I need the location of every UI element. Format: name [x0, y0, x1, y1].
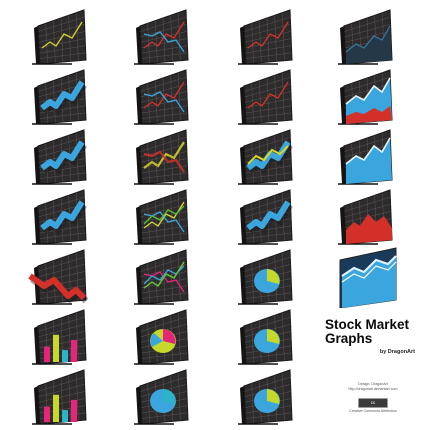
chart-mark: [254, 389, 280, 413]
line-chart-blue-red-icon: [130, 6, 200, 68]
blue-ribbon-chart-icon-2-graphic: [32, 189, 87, 245]
multi-ribbon-chart-icon-graphic: [238, 129, 293, 185]
line-chart-yellow-icon: [28, 6, 98, 68]
chart-mark: [254, 329, 280, 353]
chart-mark: [247, 81, 289, 109]
chart-mark: [143, 21, 185, 53]
multi-line-chart-icon-graphic: [134, 189, 189, 245]
title-block: Stock Market Graphs by DragonArt: [325, 317, 429, 356]
blue-ribbon-chart-icon-graphic: [32, 129, 87, 185]
byline: by DragonArt: [379, 349, 415, 355]
chart-mark: [40, 140, 87, 174]
credit-line-1: Design: DragonArt: [358, 382, 388, 386]
glowing-lines-chart-icon-graphic: [134, 129, 189, 185]
chart-board: [238, 9, 293, 65]
blue-red-area-chart-icon: [334, 66, 404, 128]
blue-area-chart-icon: [334, 126, 404, 188]
chart-board: [238, 69, 293, 125]
chart-mark: [41, 21, 83, 49]
chart-mark: [143, 261, 185, 293]
multi-line-chart-icon-2-graphic: [134, 249, 189, 305]
pie-chart-multicolor-icon-graphic: [134, 309, 189, 365]
multi-ribbon-chart-icon: [234, 126, 304, 188]
bar-chart-icon-2-graphic: [32, 369, 87, 425]
line-chart-red-icon: [234, 6, 304, 68]
chart-mark: [44, 334, 77, 362]
chart-mark: [345, 77, 392, 124]
chart-mark: [246, 140, 293, 174]
pie-chart-blue-icon: [130, 366, 200, 428]
dark-area-chart-icon: [334, 6, 404, 68]
blue-ribbon-chart-icon: [28, 126, 98, 188]
title-line-2: Graphs: [325, 331, 373, 346]
chart-mark: [28, 273, 89, 304]
chart-mark: [44, 394, 77, 422]
chart-mark: [247, 21, 289, 49]
chart-mark: [150, 329, 176, 353]
chart-board: [32, 9, 87, 65]
bar-chart-icon: [28, 306, 98, 368]
blue-ribbon-chart-icon-3-graphic: [238, 189, 293, 245]
pie-chart-icon-3-graphic: [238, 369, 293, 425]
chart-mark: [143, 81, 185, 113]
chart-mark: [246, 200, 293, 234]
chart-board: [134, 189, 189, 245]
pie-chart-icon-3: [234, 366, 304, 428]
multi-line-chart-icon-2: [130, 246, 200, 308]
multi-line-chart-icon: [130, 186, 200, 248]
chart-mark: [346, 214, 392, 244]
line-chart-blue-red-icon-graphic: [134, 9, 189, 65]
blue-ribbon-chart-icon-3: [234, 186, 304, 248]
dark-area-chart-icon-graphic: [338, 9, 393, 65]
credit-line-2: http://dragonart.deviantart.com: [348, 386, 398, 391]
line-chart-red-down-icon-graphic: [238, 69, 293, 125]
line-chart-red-down-icon: [234, 66, 304, 128]
chart-board: [134, 69, 189, 125]
blue-red-area-chart-icon-graphic: [338, 69, 393, 125]
red-area-chart-icon-graphic: [338, 189, 393, 245]
area-shape: [339, 247, 397, 308]
red-arrow-chart-icon: [28, 246, 98, 308]
chart-mark: [345, 137, 392, 184]
chart-board: [134, 129, 189, 185]
blue-ribbon-chart-icon-2: [28, 186, 98, 248]
chart-mark: [40, 80, 87, 114]
pie-chart-icon-2: [234, 306, 304, 368]
line-chart-blue-red-icon-2: [130, 66, 200, 128]
pie-chart-icon: [234, 246, 304, 308]
big-blue-area-chart-icon: [334, 246, 404, 308]
chart-board: [134, 249, 189, 305]
chart-mark: [143, 141, 185, 173]
red-area-chart-icon: [334, 186, 404, 248]
chart-board: [134, 9, 189, 65]
glowing-lines-chart-icon: [130, 126, 200, 188]
title-line-1: Stock Market: [325, 317, 410, 332]
chart-mark: [143, 201, 185, 233]
big-blue-area-chart-icon-graphic: [339, 247, 397, 308]
line-chart-blue-red-icon-2-graphic: [134, 69, 189, 125]
bar-chart-icon-2: [28, 366, 98, 428]
pie-chart-multicolor-icon: [130, 306, 200, 368]
chart-mark: [150, 389, 176, 413]
chart-mark: [345, 25, 392, 64]
chart-mark: [254, 269, 280, 293]
pie-chart-blue-icon-graphic: [134, 369, 189, 425]
bar-chart-icon-graphic: [32, 309, 87, 365]
line-chart-red-icon-graphic: [238, 9, 293, 65]
blue-arrow-chart-icon-graphic: [32, 69, 87, 125]
blue-arrow-chart-icon: [28, 66, 98, 128]
credit-block: Design: DragonArt http://dragonart.devia…: [330, 382, 416, 414]
credit-line-3: Creative Commons Attribution: [349, 409, 397, 414]
chart-mark: [40, 200, 87, 234]
blue-area-chart-icon-graphic: [338, 129, 393, 185]
cc-license-badge[interactable]: cc: [358, 398, 388, 409]
pie-chart-icon-2-graphic: [238, 309, 293, 365]
red-arrow-chart-icon-graphic: [28, 249, 89, 305]
pie-chart-icon-graphic: [238, 249, 293, 305]
line-chart-yellow-icon-graphic: [32, 9, 87, 65]
